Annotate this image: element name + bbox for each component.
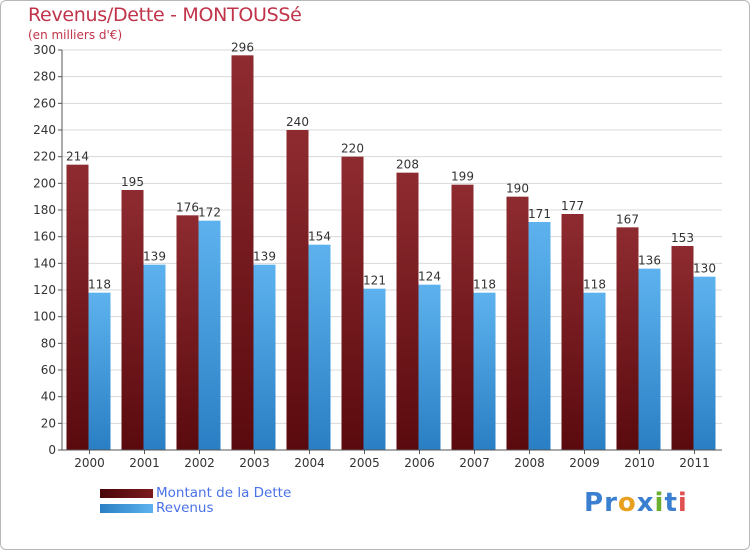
data-label-revenus: 139: [253, 250, 276, 264]
bar-debt: [616, 227, 639, 450]
data-label-debt: 240: [286, 115, 309, 129]
data-label-debt: 167: [616, 212, 639, 226]
x-tick-label: 2006: [404, 456, 435, 470]
plot-area: [62, 50, 722, 450]
data-label-revenus: 118: [88, 278, 111, 292]
bar-revenus: [88, 292, 111, 450]
y-tick-label: 280: [33, 70, 56, 84]
data-label-debt: 177: [561, 199, 584, 213]
legend-swatch-debt: [100, 489, 153, 498]
data-label-debt: 153: [671, 231, 694, 245]
x-tick-label: 2004: [294, 456, 325, 470]
y-tick-label: 200: [33, 176, 56, 190]
bar-debt: [451, 184, 474, 450]
x-tick-label: 2011: [679, 456, 710, 470]
chart-title: Revenus/Dette - MONTOUSSé: [28, 4, 302, 26]
chart-subtitle: (en milliers d'€): [28, 28, 123, 42]
bar-revenus: [473, 292, 496, 450]
x-tick-label: 2005: [349, 456, 380, 470]
proxiti-logo: Proxiti: [584, 488, 688, 518]
x-tick-label: 2001: [129, 456, 160, 470]
data-label-debt: 176: [176, 200, 199, 214]
bar-revenus: [308, 244, 331, 450]
bar-debt: [286, 130, 309, 450]
x-tick-label: 2002: [184, 456, 215, 470]
data-label-revenus: 124: [418, 270, 441, 284]
data-label-revenus: 139: [143, 250, 166, 264]
y-tick-label: 300: [33, 43, 56, 57]
data-label-debt: 208: [396, 158, 419, 172]
bar-debt: [231, 55, 254, 450]
logo-letter: i: [677, 488, 688, 518]
y-tick-label: 60: [41, 363, 56, 377]
legend-swatch-revenus: [100, 504, 153, 513]
data-label-debt: 220: [341, 142, 364, 156]
x-tick-label: 2009: [569, 456, 600, 470]
x-tick-label: 2008: [514, 456, 545, 470]
y-tick-label: 160: [33, 230, 56, 244]
y-tick-label: 100: [33, 310, 56, 324]
data-label-debt: 214: [66, 150, 89, 164]
x-tick-label: 2000: [74, 456, 105, 470]
bar-revenus: [198, 220, 221, 450]
bar-debt: [671, 246, 694, 450]
bar-revenus: [418, 284, 441, 450]
bar-revenus: [143, 264, 166, 450]
x-tick-label: 2007: [459, 456, 490, 470]
y-tick-label: 220: [33, 150, 56, 164]
bar-debt: [66, 164, 89, 450]
logo-letter: P: [584, 488, 605, 518]
data-label-revenus: 118: [473, 278, 496, 292]
data-label-revenus: 130: [693, 262, 716, 276]
y-tick-label: 80: [41, 336, 56, 350]
data-label-revenus: 136: [638, 254, 661, 268]
bar-debt: [506, 196, 529, 450]
logo-letter: x: [636, 488, 655, 518]
y-tick-label: 120: [33, 283, 56, 297]
data-label-revenus: 118: [583, 278, 606, 292]
y-tick-label: 260: [33, 96, 56, 110]
y-tick-label: 180: [33, 203, 56, 217]
logo-letter: r: [604, 488, 618, 518]
bar-debt: [561, 214, 584, 450]
bar-debt: [176, 215, 199, 450]
bar-revenus: [693, 276, 716, 450]
bar-revenus: [528, 222, 551, 450]
logo-letter: o: [617, 488, 637, 518]
y-tick-label: 240: [33, 123, 56, 137]
data-label-debt: 195: [121, 175, 144, 189]
y-tick-label: 140: [33, 256, 56, 270]
legend-label-revenus: Revenus: [156, 500, 214, 516]
bar-debt: [121, 190, 144, 450]
bar-revenus: [638, 268, 661, 450]
bar-revenus: [583, 292, 606, 450]
bar-revenus: [253, 264, 276, 450]
data-label-debt: 296: [231, 40, 254, 54]
data-label-debt: 199: [451, 170, 474, 184]
legend-label-debt: Montant de la Dette: [156, 485, 292, 501]
y-tick-label: 20: [41, 416, 56, 430]
data-label-revenus: 121: [363, 274, 386, 288]
data-label-revenus: 154: [308, 230, 331, 244]
y-tick-label: 0: [48, 443, 56, 457]
data-label-debt: 190: [506, 182, 529, 196]
logo-letter: t: [664, 488, 678, 518]
bar-debt: [341, 156, 364, 450]
x-tick-label: 2003: [239, 456, 270, 470]
logo-letter: i: [654, 488, 665, 518]
bar-debt: [396, 172, 419, 450]
data-label-revenus: 172: [198, 206, 221, 220]
x-tick-label: 2010: [624, 456, 655, 470]
y-tick-label: 40: [41, 390, 56, 404]
data-label-revenus: 171: [528, 207, 551, 221]
bar-revenus: [363, 288, 386, 450]
